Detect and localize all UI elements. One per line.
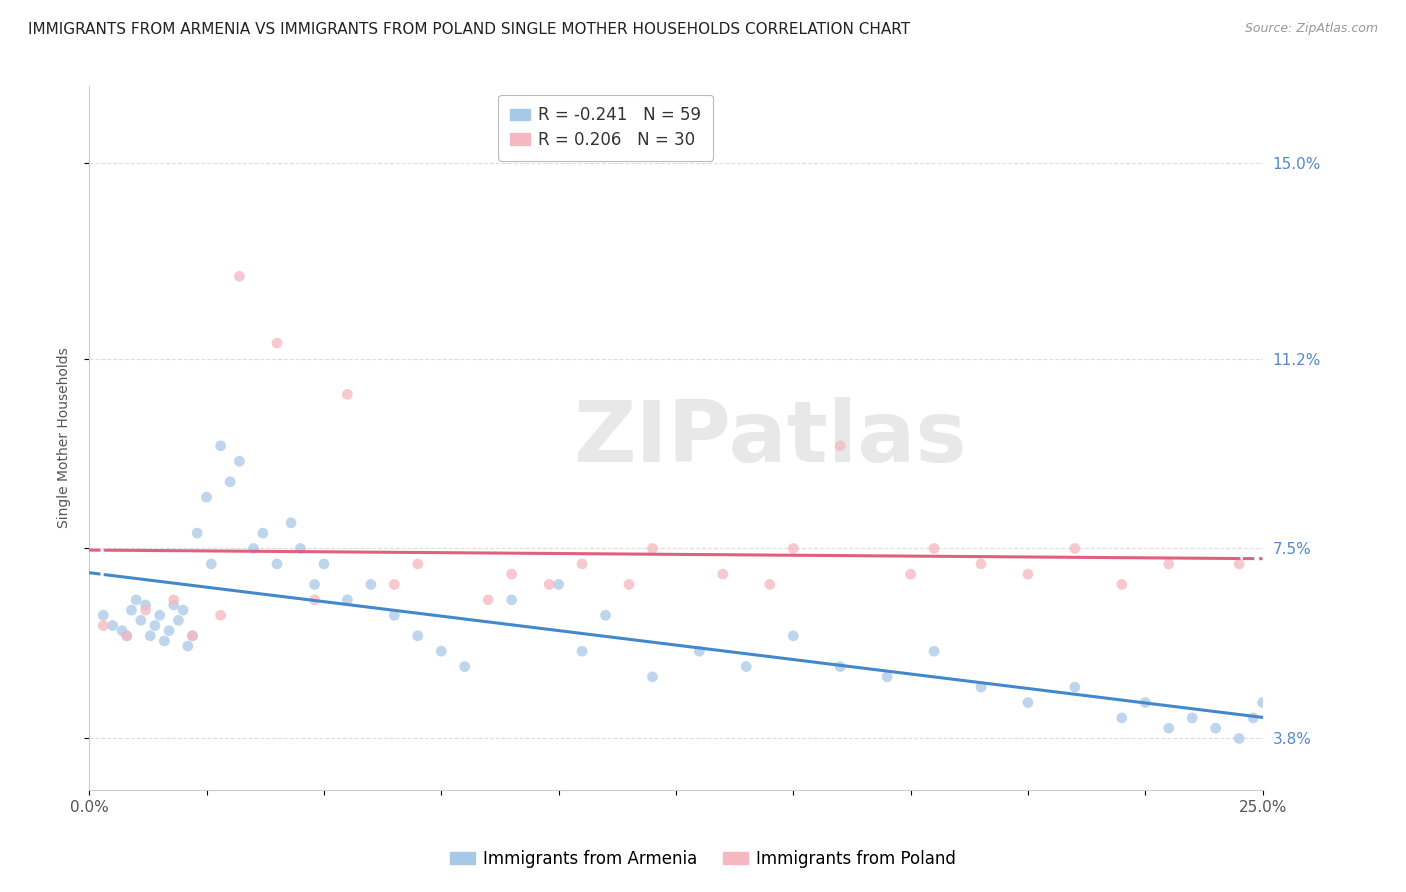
Point — [252, 526, 274, 541]
Point — [1017, 567, 1039, 582]
Point — [1251, 696, 1274, 710]
Point — [595, 608, 617, 623]
Point — [139, 629, 162, 643]
Point — [111, 624, 134, 638]
Point — [304, 592, 326, 607]
Point — [1157, 721, 1180, 735]
Point — [125, 592, 148, 607]
Point — [266, 336, 288, 351]
Point — [115, 629, 138, 643]
Point — [1111, 711, 1133, 725]
Point — [157, 624, 180, 638]
Point — [970, 557, 993, 571]
Point — [290, 541, 312, 556]
Point — [538, 577, 561, 591]
Point — [312, 557, 335, 571]
Point — [1063, 680, 1085, 694]
Point — [735, 659, 758, 673]
Point — [167, 614, 190, 628]
Point — [181, 629, 204, 643]
Point — [186, 526, 208, 541]
Point — [1227, 557, 1250, 571]
Point — [228, 454, 250, 468]
Point — [181, 629, 204, 643]
Point — [1227, 731, 1250, 746]
Point — [382, 577, 405, 591]
Point — [876, 670, 898, 684]
Point — [711, 567, 734, 582]
Point — [830, 439, 852, 453]
Point — [135, 598, 157, 612]
Point — [163, 598, 186, 612]
Point — [1017, 696, 1039, 710]
Point — [172, 603, 194, 617]
Point — [163, 592, 186, 607]
Point — [782, 629, 804, 643]
Point — [1063, 541, 1085, 556]
Point — [177, 639, 200, 653]
Point — [91, 618, 114, 632]
Point — [922, 644, 945, 658]
Point — [406, 629, 429, 643]
Point — [830, 659, 852, 673]
Point — [382, 608, 405, 623]
Point — [143, 618, 166, 632]
Point — [759, 577, 782, 591]
Point — [641, 541, 664, 556]
Point — [782, 541, 804, 556]
Point — [242, 541, 264, 556]
Point — [617, 577, 640, 591]
Point — [688, 644, 710, 658]
Point — [266, 557, 288, 571]
Point — [228, 269, 250, 284]
Point — [501, 567, 523, 582]
Point — [922, 541, 945, 556]
Point — [129, 614, 152, 628]
Point — [153, 634, 176, 648]
Point — [406, 557, 429, 571]
Point — [200, 557, 222, 571]
Point — [304, 577, 326, 591]
Point — [970, 680, 993, 694]
Point — [91, 608, 114, 623]
Point — [1157, 557, 1180, 571]
Point — [135, 603, 157, 617]
Point — [1111, 577, 1133, 591]
Point — [121, 603, 143, 617]
Text: IMMIGRANTS FROM ARMENIA VS IMMIGRANTS FROM POLAND SINGLE MOTHER HOUSEHOLDS CORRE: IMMIGRANTS FROM ARMENIA VS IMMIGRANTS FR… — [28, 22, 910, 37]
Point — [547, 577, 569, 591]
Point — [149, 608, 172, 623]
Point — [571, 644, 593, 658]
Point — [101, 618, 124, 632]
Point — [360, 577, 382, 591]
Point — [280, 516, 302, 530]
Point — [209, 608, 232, 623]
Point — [1135, 696, 1157, 710]
Point — [477, 592, 499, 607]
Y-axis label: Single Mother Households: Single Mother Households — [58, 348, 72, 528]
Legend: R = -0.241   N = 59, R = 0.206   N = 30: R = -0.241 N = 59, R = 0.206 N = 30 — [498, 95, 713, 161]
Point — [1181, 711, 1204, 725]
Point — [336, 387, 359, 401]
Point — [219, 475, 242, 489]
Point — [430, 644, 453, 658]
Point — [209, 439, 232, 453]
Point — [1205, 721, 1227, 735]
Point — [336, 592, 359, 607]
Point — [454, 659, 477, 673]
Text: ZIPatlas: ZIPatlas — [572, 397, 967, 480]
Point — [195, 490, 218, 504]
Point — [900, 567, 922, 582]
Point — [501, 592, 523, 607]
Point — [1241, 711, 1264, 725]
Point — [571, 557, 593, 571]
Point — [115, 629, 138, 643]
Legend: Immigrants from Armenia, Immigrants from Poland: Immigrants from Armenia, Immigrants from… — [443, 844, 963, 875]
Text: Source: ZipAtlas.com: Source: ZipAtlas.com — [1244, 22, 1378, 36]
Point — [641, 670, 664, 684]
